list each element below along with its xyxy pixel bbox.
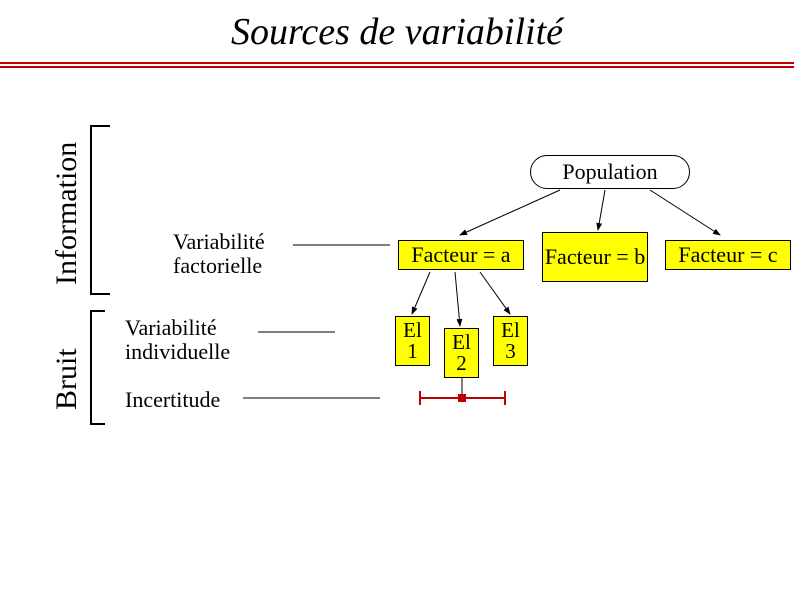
node-facteur-b: Facteur = b <box>542 232 648 282</box>
label-incertitude: Incertitude <box>125 388 220 412</box>
label-variabilite-factorielle: Variabilitéfactorielle <box>173 230 265 278</box>
node-facteur-a: Facteur = a <box>398 240 524 270</box>
label-variabilite-individuelle: Variabilitéindividuelle <box>125 316 230 364</box>
node-facteur-c: Facteur = c <box>665 240 791 270</box>
bruit-bracket <box>90 310 105 425</box>
diagram-arrows <box>0 0 794 595</box>
node-el-3: El 3 <box>493 316 528 366</box>
title-rule <box>0 62 794 68</box>
node-el-2: El 2 <box>444 328 479 378</box>
information-bracket <box>90 125 110 295</box>
node-el-1: El 1 <box>395 316 430 366</box>
axis-information-label: Information <box>50 142 84 285</box>
page-title: Sources de variabilité <box>0 10 794 54</box>
node-population: Population <box>530 155 690 189</box>
axis-bruit-label: Bruit <box>50 348 84 410</box>
